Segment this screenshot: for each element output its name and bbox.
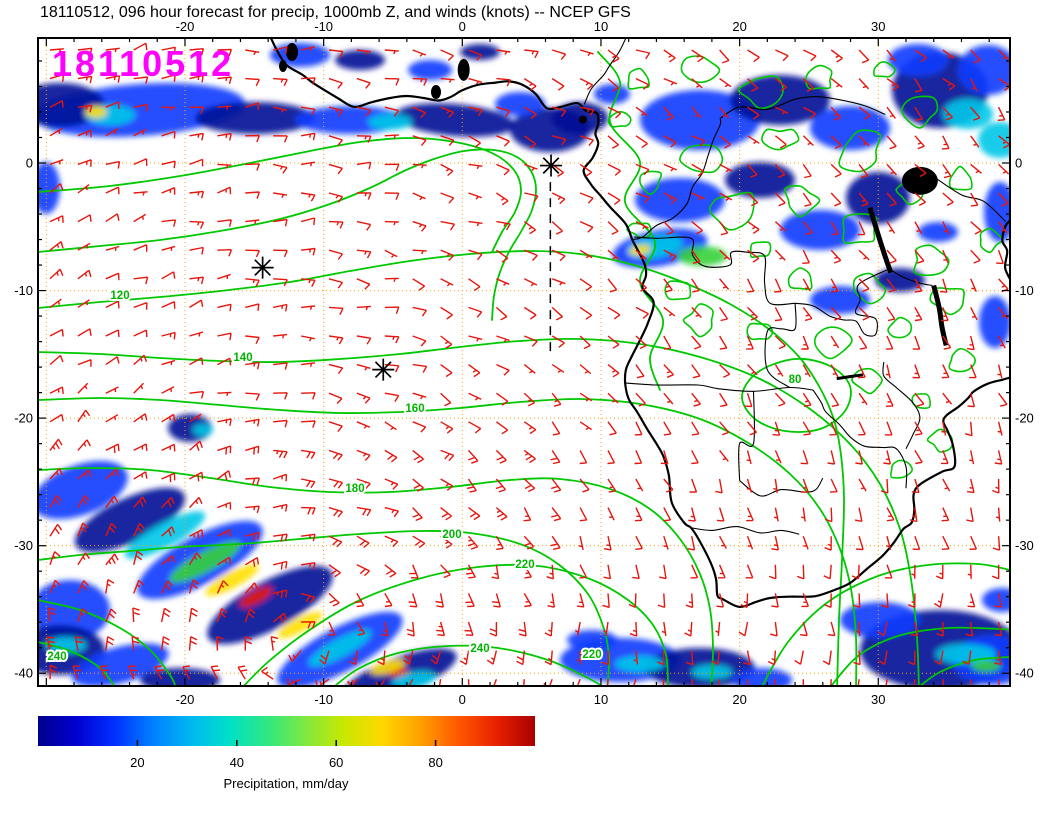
x-axis-tick-label: -10 bbox=[314, 692, 333, 707]
y-axis-tick-label: -30 bbox=[1015, 538, 1034, 553]
contour-labels-layer: 120 140 160 180 200 220 240 220 80 240 bbox=[45, 288, 803, 665]
contour-value-label: 220 bbox=[515, 559, 534, 571]
precipitation-layer bbox=[38, 43, 1010, 686]
y-axis-tick-label: -20 bbox=[14, 411, 33, 426]
colorbar-tick-label: 60 bbox=[329, 755, 343, 770]
plot-title: 18110512, 096 hour forecast for precip, … bbox=[40, 4, 631, 21]
contour-value-label: 240 bbox=[47, 651, 66, 663]
contour-value-label: 240 bbox=[470, 643, 489, 655]
x-axis-tick-label: 30 bbox=[871, 19, 885, 34]
colorbar-gradient bbox=[38, 716, 535, 746]
colorbar-tick-labels: 20 40 60 80 bbox=[130, 755, 443, 770]
datetime-stamp: 18110512 bbox=[52, 43, 234, 84]
contour-value-label: 220 bbox=[582, 649, 601, 661]
y-axis-tick-label: 0 bbox=[26, 156, 33, 171]
coastline-borders-layer bbox=[269, 38, 1010, 609]
colorbar-tick-label: 80 bbox=[428, 755, 442, 770]
colorbar-label: Precipitation, mm/day bbox=[224, 776, 349, 791]
x-axis-tick-label: -20 bbox=[176, 692, 195, 707]
y-axis-tick-label: -10 bbox=[14, 283, 33, 298]
x-axis-tick-label: 30 bbox=[871, 692, 885, 707]
storm-markers-layer bbox=[251, 154, 563, 381]
x-axis-tick-label: 10 bbox=[594, 19, 608, 34]
y-axis-tick-label: 0 bbox=[1015, 156, 1022, 171]
colorbar: 20 40 60 80 Precipitation, mm/day bbox=[38, 716, 535, 791]
colorbar-tick-label: 20 bbox=[130, 755, 144, 770]
contour-value-label: 140 bbox=[233, 352, 252, 364]
x-axis-tick-label: -10 bbox=[314, 19, 333, 34]
colorbar-tick-label: 40 bbox=[230, 755, 244, 770]
y-axis-tick-label: -20 bbox=[1015, 411, 1034, 426]
contour-value-label: 120 bbox=[110, 290, 129, 302]
contour-value-label: 80 bbox=[789, 374, 802, 386]
x-axis-tick-label: 10 bbox=[594, 692, 608, 707]
x-axis-tick-label: 20 bbox=[732, 19, 746, 34]
x-axis-tick-label: 0 bbox=[459, 692, 466, 707]
x-axis-tick-label: 20 bbox=[732, 692, 746, 707]
contour-value-label: 180 bbox=[345, 483, 364, 495]
axis-tick-labels: -20 -20 -10 -10 0 0 10 10 20 20 30 30 0 0 -10 -10 -20 -20… bbox=[14, 19, 1034, 707]
x-axis-tick-label: 0 bbox=[459, 19, 466, 34]
wind-barbs-layer bbox=[46, 42, 1010, 686]
colorbar-ticks bbox=[136, 740, 437, 746]
contour-value-label: 200 bbox=[442, 529, 461, 541]
map-frame bbox=[37, 37, 1011, 687]
y-axis-tick-label: -30 bbox=[14, 538, 33, 553]
axis-ticks bbox=[38, 38, 1010, 686]
y-axis-tick-label: -40 bbox=[1015, 666, 1034, 681]
y-axis-tick-label: -40 bbox=[14, 666, 33, 681]
x-axis-tick-label: -20 bbox=[176, 19, 195, 34]
graticule-layer bbox=[38, 38, 1010, 686]
contour-value-label: 160 bbox=[405, 403, 424, 415]
y-axis-tick-label: -10 bbox=[1015, 283, 1034, 298]
